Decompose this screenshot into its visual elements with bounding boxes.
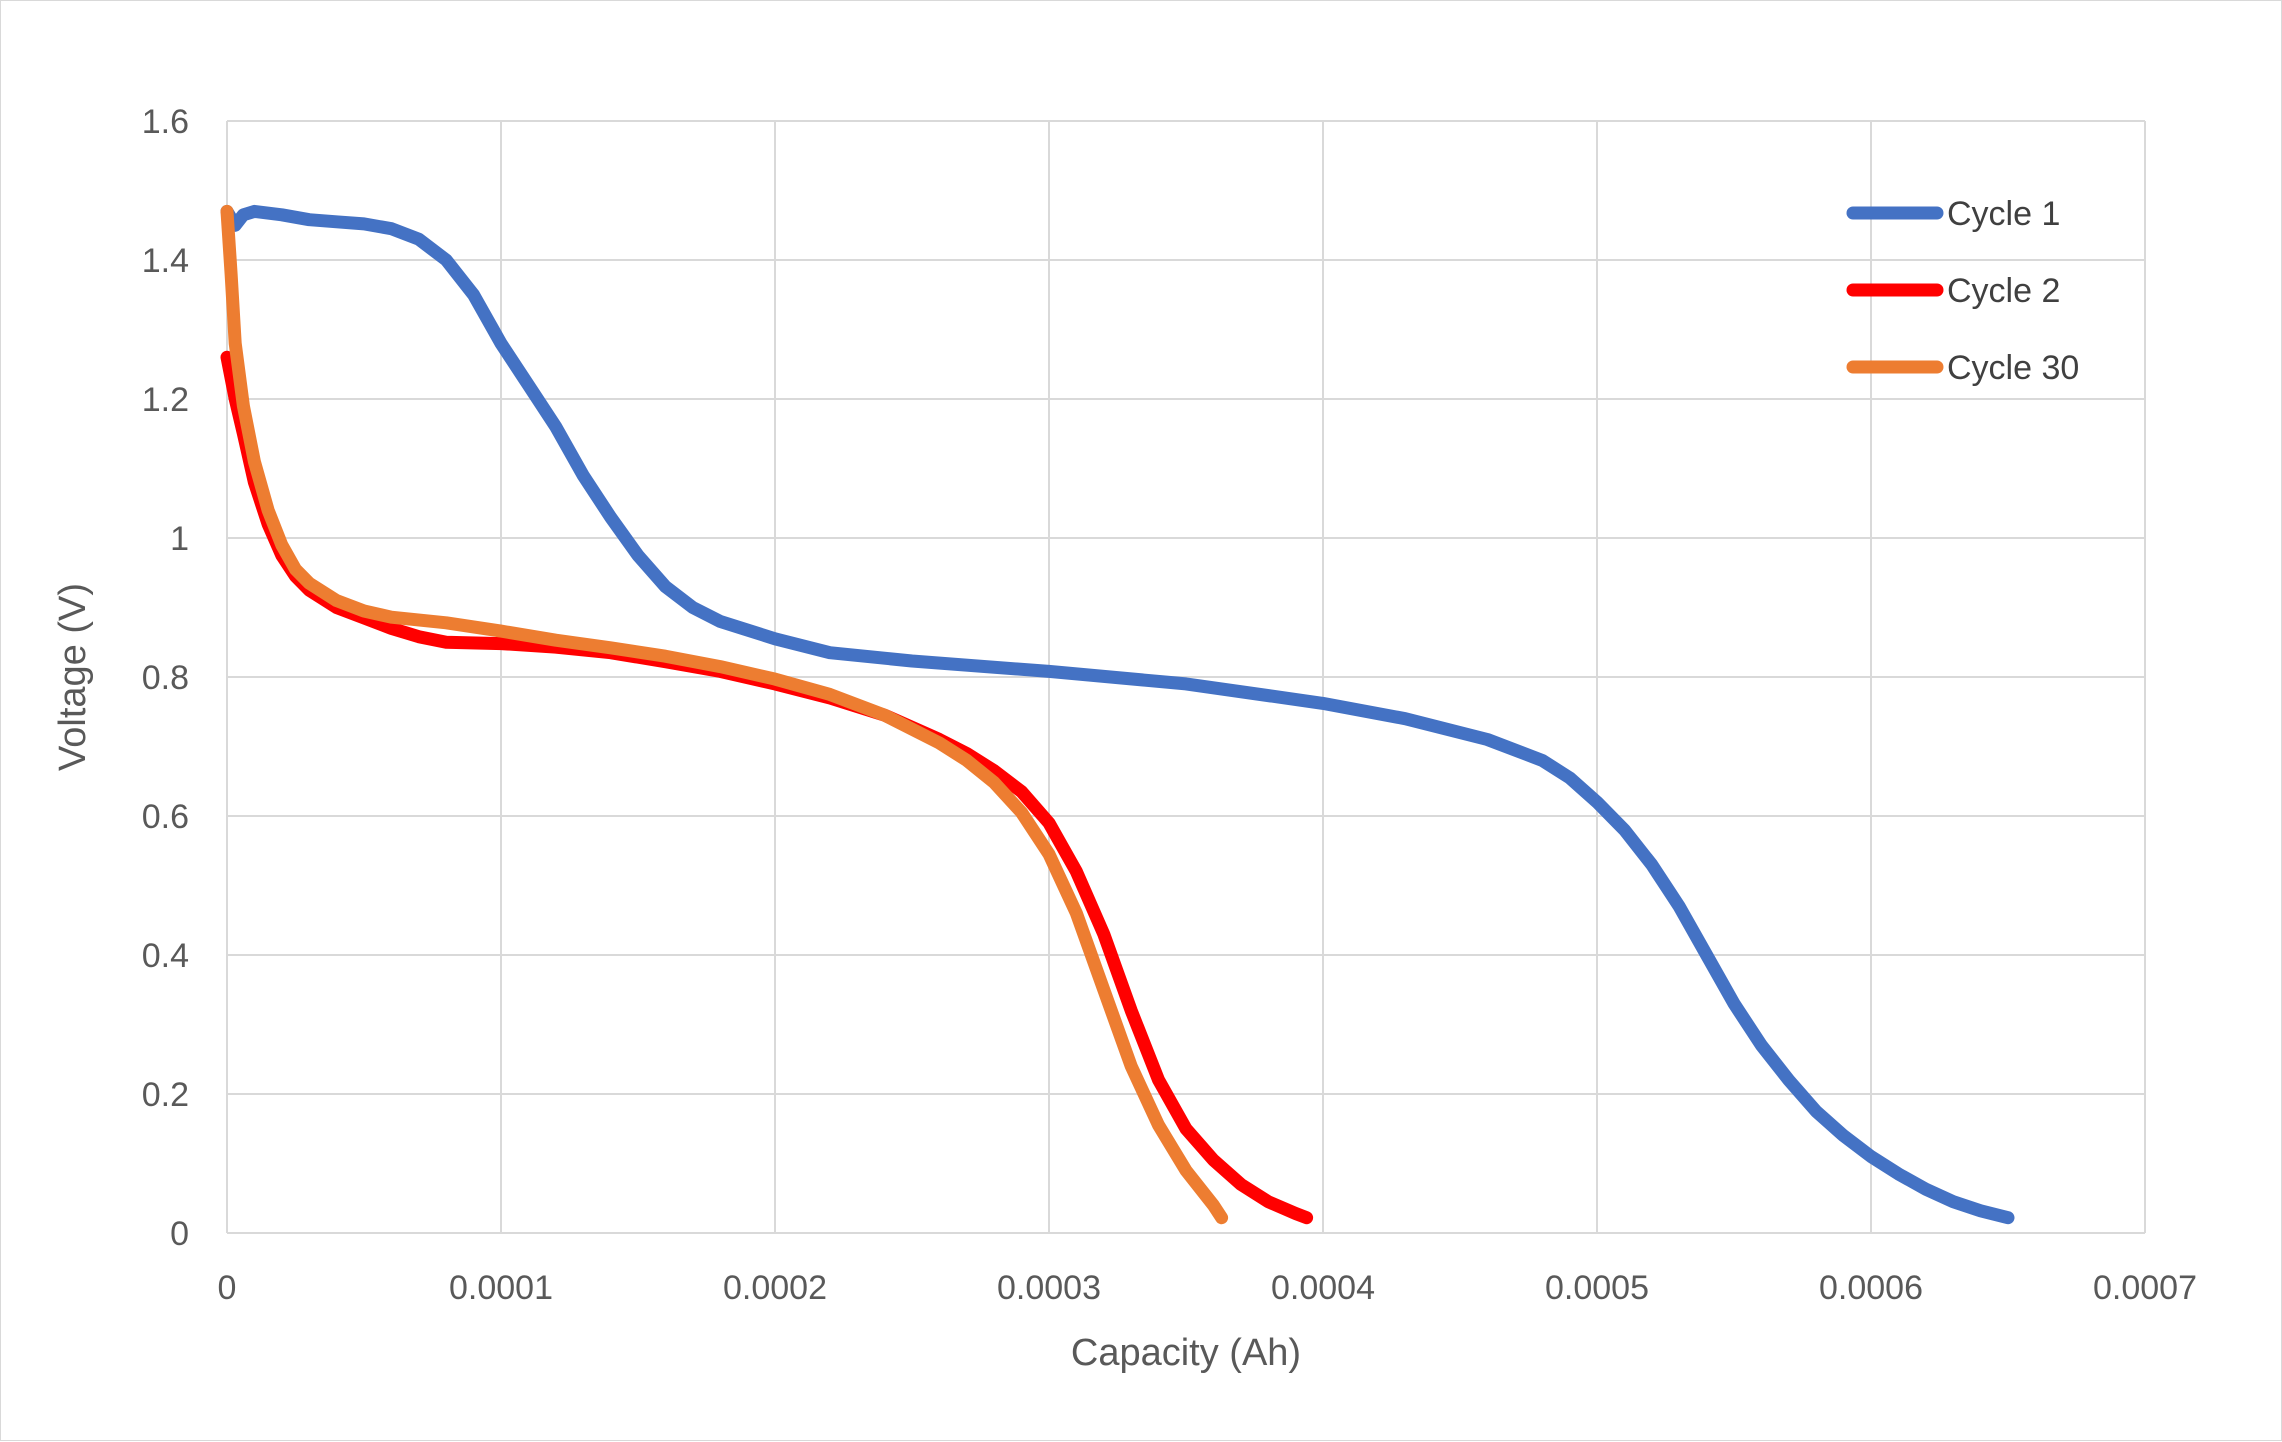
x-tick-label: 0: [218, 1269, 237, 1307]
y-axis-ticks: 0 0.2 0.4 0.6 0.8 1 1.2 1.4 1.6: [142, 103, 189, 1253]
y-tick-label: 1.6: [142, 103, 189, 141]
y-tick-label: 0.2: [142, 1076, 189, 1114]
x-tick-label: 0.0005: [1545, 1269, 1649, 1307]
y-axis-title: Voltage (V): [52, 583, 94, 771]
x-axis-title: Capacity (Ah): [1071, 1332, 1301, 1374]
plot-lines: [220, 204, 2015, 1225]
x-tick-label: 0.0001: [449, 1269, 553, 1307]
x-tick-label: 0.0006: [1819, 1269, 1923, 1307]
legend-label-cycle-30: Cycle 30: [1947, 349, 2079, 387]
y-tick-label: 0.4: [142, 937, 189, 975]
series-line-cycle-1: [220, 204, 2015, 1225]
y-tick-label: 0.6: [142, 798, 189, 836]
x-tick-label: 0.0002: [723, 1269, 827, 1307]
x-tick-label: 0.0007: [2093, 1269, 2197, 1307]
y-tick-label: 1.2: [142, 381, 189, 419]
y-tick-label: 0.8: [142, 659, 189, 697]
y-tick-label: 1: [170, 520, 189, 558]
x-tick-label: 0.0003: [997, 1269, 1101, 1307]
legend: Cycle 1 Cycle 2 Cycle 30: [1846, 195, 2079, 387]
x-axis-ticks: 0 0.0001 0.0002 0.0003 0.0004 0.0005 0.0006 0.0…: [218, 1269, 2197, 1307]
series-line-cycle-30: [220, 204, 1229, 1225]
y-tick-label: 0: [170, 1215, 189, 1253]
y-tick-label: 1.4: [142, 242, 189, 280]
legend-label-cycle-2: Cycle 2: [1947, 272, 2060, 310]
x-tick-label: 0.0004: [1271, 1269, 1375, 1307]
legend-label-cycle-1: Cycle 1: [1947, 195, 2060, 233]
